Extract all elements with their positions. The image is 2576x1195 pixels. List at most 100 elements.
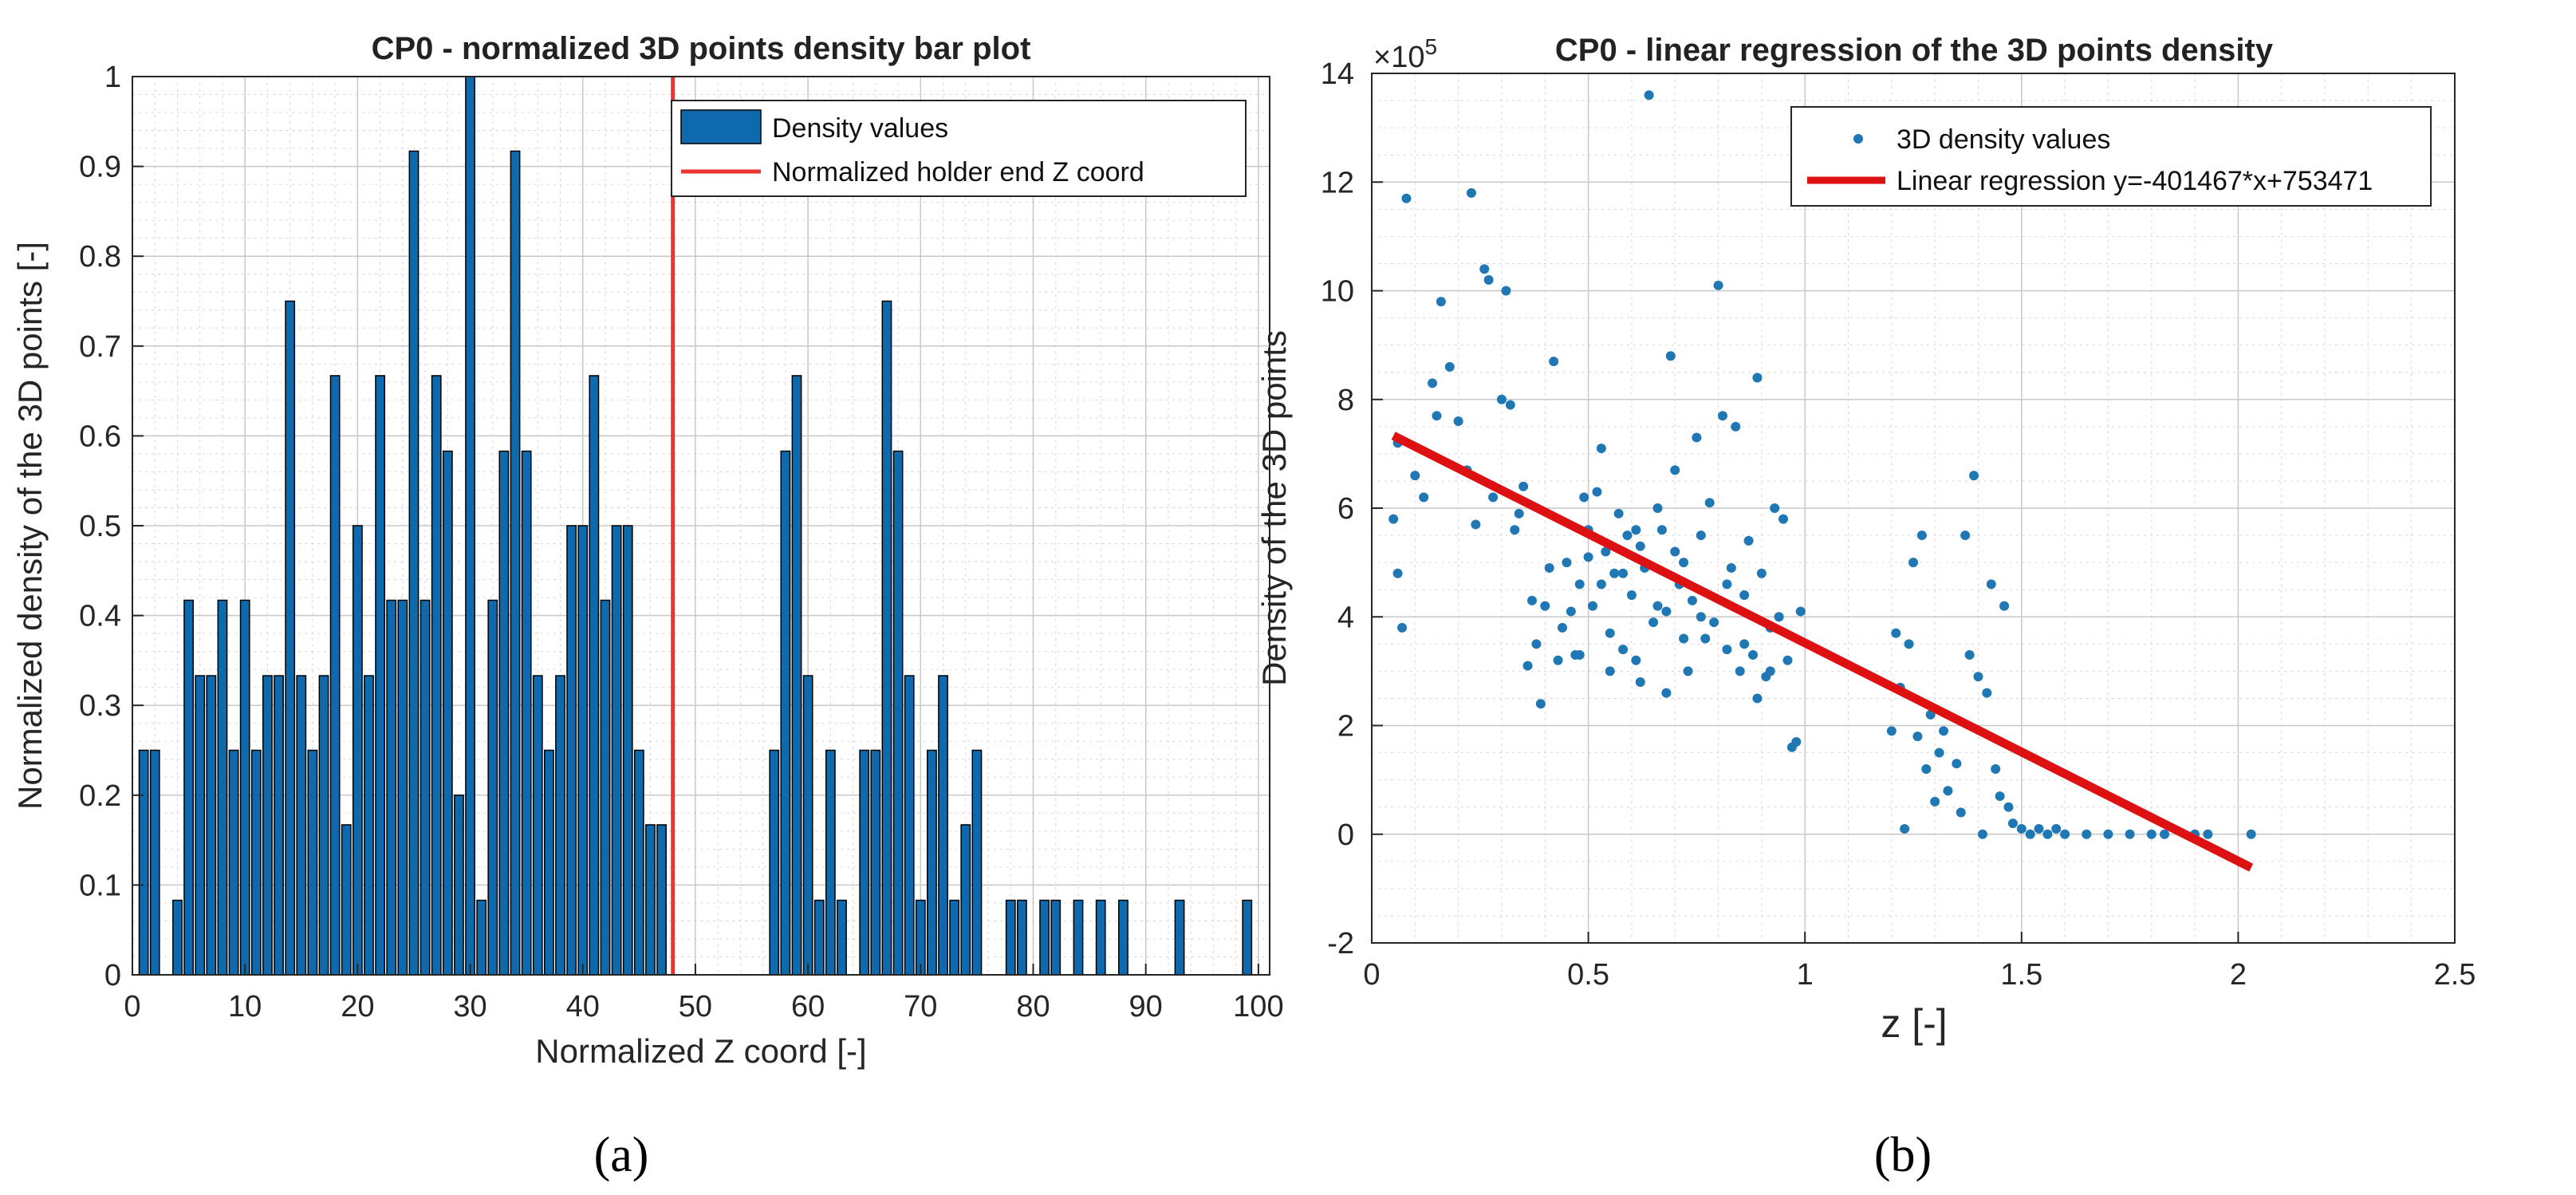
density-point (1713, 280, 1723, 290)
density-bar (195, 675, 206, 976)
density-point (1605, 666, 1615, 676)
density-bar (1242, 899, 1253, 976)
density-bar (250, 749, 262, 976)
scatter-chart-title: CP0 - linear regression of the 3D points… (1555, 33, 2274, 68)
density-point (1999, 601, 2010, 611)
density-point (1696, 530, 1706, 541)
density-point (1436, 297, 1446, 307)
density-point (1735, 666, 1745, 676)
density-bar (611, 525, 622, 976)
density-point (1397, 622, 1408, 633)
density-bar (262, 675, 273, 976)
scatter-legend-points-label: 3D density values (1897, 124, 2110, 155)
density-point (1934, 747, 1944, 758)
scatter-y-tick-label: -2 (1327, 927, 1354, 960)
bar-legend: Density values Normalized holder end Z c… (671, 100, 1247, 197)
density-point (1566, 606, 1576, 617)
scatter-legend: 3D density values Linear regression y=-4… (1790, 106, 2432, 207)
scatter-series (1388, 90, 2256, 839)
density-point (1977, 829, 1987, 839)
density-point (1960, 530, 1971, 541)
density-point (1549, 357, 1559, 367)
density-point (1952, 759, 1962, 769)
density-point (1939, 726, 1949, 736)
density-bar (813, 899, 825, 976)
density-point (1700, 633, 1711, 644)
density-point (1739, 590, 1750, 600)
density-point (1930, 796, 1940, 807)
caption-a: (a) (594, 1128, 649, 1182)
density-point (2025, 829, 2035, 839)
density-point (1791, 736, 1802, 747)
density-point (1679, 558, 1689, 568)
density-bar (431, 375, 442, 976)
scatter-x-tick-label: 2.5 (2434, 958, 2476, 992)
density-bar (217, 599, 228, 976)
scatter-y-axis-label: Density of the 3D points (1255, 330, 1293, 686)
density-point (1496, 394, 1507, 404)
density-bar (1118, 899, 1128, 976)
density-point (1631, 525, 1641, 535)
density-point (1986, 579, 1996, 590)
regression-line (1391, 432, 2254, 872)
density-point (1432, 411, 1442, 421)
scatter-legend-line-label: Linear regression y=-401467*x+753471 (1897, 166, 2373, 196)
density-point (1535, 699, 1546, 709)
density-point (1544, 562, 1554, 573)
scatter-y-exponent-power: 5 (1424, 34, 1437, 59)
density-point (1392, 568, 1403, 578)
density-point (1562, 558, 1572, 568)
density-bar (543, 749, 554, 976)
density-bar (938, 675, 948, 976)
density-point (1717, 411, 1727, 421)
bar-y-axis-label: Normalized density of the 3D points [-] (11, 242, 49, 810)
bar-x-tick-label: 0 (124, 990, 140, 1023)
scatter-x-tick-label: 0 (1363, 958, 1380, 992)
density-bar (352, 525, 363, 976)
density-point (1574, 579, 1585, 590)
density-bar (633, 749, 644, 976)
density-bar (802, 675, 813, 976)
scatter-y-tick-label: 8 (1337, 384, 1354, 417)
density-bar (532, 675, 543, 976)
density-bar (228, 749, 239, 976)
density-point (1613, 508, 1624, 519)
density-bar (454, 795, 464, 976)
density-point (1644, 90, 1654, 101)
density-point (1752, 693, 1763, 704)
density-point (2060, 829, 2070, 839)
scatter-y-tick-label: 6 (1337, 492, 1354, 526)
density-bar (600, 599, 611, 976)
density-bar (285, 300, 296, 976)
density-point (1635, 541, 1645, 551)
density-bar (138, 749, 149, 976)
density-bar (1073, 899, 1084, 976)
density-point (1722, 645, 1732, 655)
density-point (2082, 829, 2092, 839)
density-point (1574, 649, 1585, 660)
density-bar (1005, 899, 1016, 976)
scatter-y-tick-label: 0 (1337, 818, 1354, 852)
density-point (1943, 786, 1953, 796)
density-bar (364, 675, 374, 976)
bar-x-tick-label: 100 (1233, 990, 1283, 1023)
scatter-x-tick-label: 2 (2230, 958, 2247, 992)
density-bar (949, 899, 960, 976)
density-bar (1050, 899, 1062, 976)
scatter-x-ticks: 0 0.5 1 1.5 2 2.5 (1363, 932, 2476, 992)
density-bar (386, 599, 397, 976)
density-point (2103, 829, 2113, 839)
density-bar (274, 675, 284, 976)
density-bar (442, 450, 453, 976)
density-point (1596, 444, 1606, 454)
density-bar (825, 749, 836, 976)
density-point (1731, 421, 1741, 432)
scatter-y-tick-label: 4 (1337, 601, 1354, 634)
density-bar (1016, 899, 1027, 976)
density-point (1661, 606, 1672, 617)
density-bar (892, 450, 904, 976)
density-point (1973, 672, 1983, 682)
bar-y-tick-label: 0.2 (79, 779, 121, 813)
density-point (1622, 530, 1633, 541)
density-bar (1039, 899, 1050, 976)
